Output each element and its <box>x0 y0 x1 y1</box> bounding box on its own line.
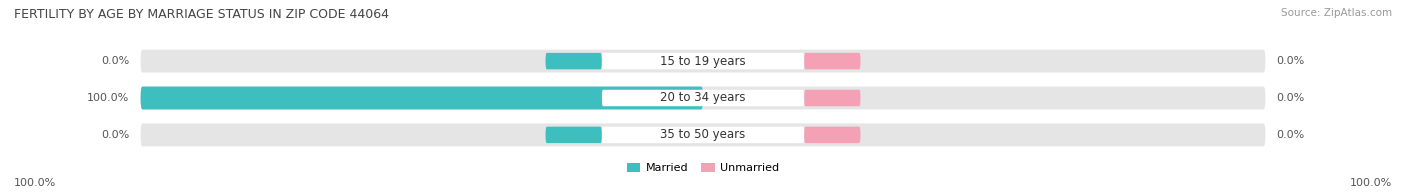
FancyBboxPatch shape <box>804 90 860 106</box>
FancyBboxPatch shape <box>602 90 804 106</box>
Text: 15 to 19 years: 15 to 19 years <box>661 55 745 68</box>
Text: Source: ZipAtlas.com: Source: ZipAtlas.com <box>1281 8 1392 18</box>
Text: 20 to 34 years: 20 to 34 years <box>661 92 745 104</box>
FancyBboxPatch shape <box>546 90 602 106</box>
FancyBboxPatch shape <box>602 53 804 69</box>
Text: 100.0%: 100.0% <box>14 178 56 188</box>
Legend: Married, Unmarried: Married, Unmarried <box>621 158 785 178</box>
FancyBboxPatch shape <box>602 127 804 143</box>
Text: 0.0%: 0.0% <box>1277 56 1305 66</box>
Text: 0.0%: 0.0% <box>101 56 129 66</box>
Text: 35 to 50 years: 35 to 50 years <box>661 128 745 141</box>
FancyBboxPatch shape <box>141 87 1265 109</box>
FancyBboxPatch shape <box>546 53 602 69</box>
Text: 0.0%: 0.0% <box>1277 130 1305 140</box>
FancyBboxPatch shape <box>546 127 602 143</box>
Text: FERTILITY BY AGE BY MARRIAGE STATUS IN ZIP CODE 44064: FERTILITY BY AGE BY MARRIAGE STATUS IN Z… <box>14 8 389 21</box>
Text: 0.0%: 0.0% <box>101 130 129 140</box>
Text: 100.0%: 100.0% <box>1350 178 1392 188</box>
FancyBboxPatch shape <box>804 53 860 69</box>
FancyBboxPatch shape <box>141 50 1265 73</box>
Text: 100.0%: 100.0% <box>87 93 129 103</box>
FancyBboxPatch shape <box>141 87 703 109</box>
FancyBboxPatch shape <box>804 127 860 143</box>
Text: 0.0%: 0.0% <box>1277 93 1305 103</box>
FancyBboxPatch shape <box>141 123 1265 146</box>
